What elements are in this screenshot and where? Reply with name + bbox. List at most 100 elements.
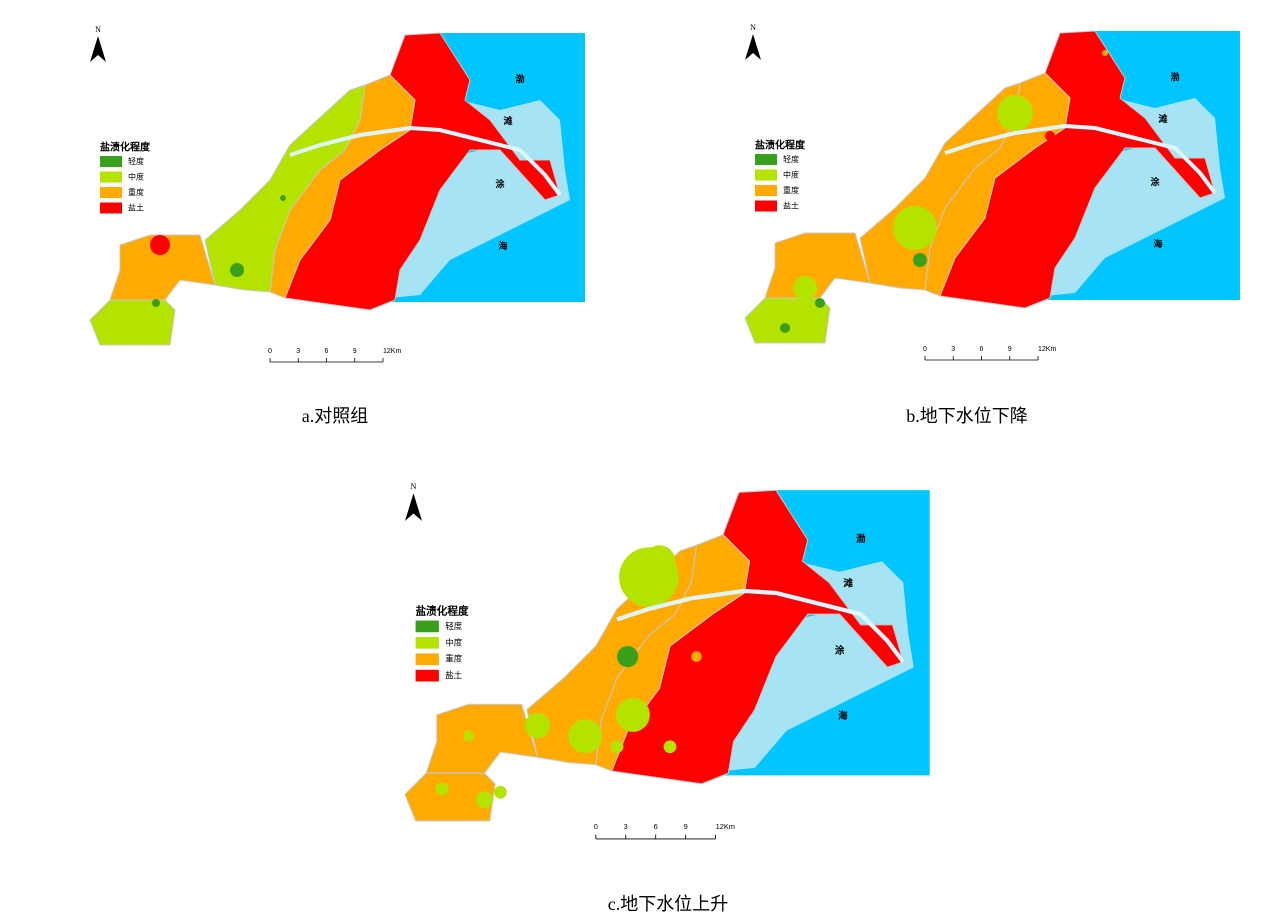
sea-label: 海 [838,710,848,722]
salinity-zone [109,234,216,301]
legend-swatch [415,620,439,633]
salinity-patch [494,785,507,799]
sea-label: 海 [498,240,507,251]
salinity-patch [230,263,244,277]
salinity-patch [1102,50,1108,56]
salinity-patch [280,195,286,201]
legend-title: 盐渍化程度 [755,138,806,151]
legend-swatch [755,154,777,165]
legend-label: 中度 [128,171,144,181]
panel-caption: a.对照组 [302,406,369,426]
river [616,588,905,664]
sea-label: 涂 [1150,176,1160,187]
sea-label: 涂 [835,644,845,656]
legend-swatch [100,202,122,214]
legend-swatch [755,200,777,212]
north-arrow [90,36,106,62]
north-label: N [95,25,101,34]
legend-swatch [755,185,777,196]
salinity-zone [89,299,176,346]
salinity-zone [204,84,366,293]
legend-label: 重度 [783,185,799,195]
legend-label: 重度 [128,187,144,197]
legend-label: 盐土 [128,202,144,212]
salinity-patch [997,95,1033,131]
legend-label: 盐土 [445,670,462,680]
salinity-patch [610,740,624,754]
north-arrow [405,493,422,521]
legend-label: 盐土 [783,200,799,210]
legend-label: 轻度 [128,156,144,166]
river [944,123,1217,195]
legend-title: 盐渍化程度 [416,605,469,618]
legend-swatch [415,669,439,682]
sea-label: 滩 [843,578,853,590]
salinity-patch [463,730,474,742]
scale-label: 9 [684,822,688,831]
scale-label: 3 [951,346,955,353]
sea-label: 滩 [1158,113,1167,124]
salinity-patch [663,740,677,754]
sea-label: 渤 [856,533,866,545]
salinity-patch [435,782,449,796]
legend-label: 中度 [445,637,462,647]
salinity-patch [150,235,170,255]
scale-label: 3 [296,348,300,355]
scale-label: 12Km [1038,346,1056,353]
scale-label: 6 [325,348,329,355]
scale-label: 12Km [716,822,735,831]
scale-label: 0 [923,346,927,353]
salinity-patch [780,323,790,333]
legend-swatch [415,636,439,649]
north-label: N [750,23,756,32]
legend-label: 中度 [783,169,799,179]
legend-title: 盐渍化程度 [100,140,151,153]
legend-swatch [100,156,122,167]
salinity-patch [641,744,667,771]
panel-caption: c.地下水位上升 [608,894,729,914]
scale-label: 9 [353,348,357,355]
legend-swatch [755,169,777,181]
salinity-patch [615,697,650,732]
legend-label: 轻度 [783,154,799,164]
salinity-patch [793,276,817,300]
salinity-patch [691,651,702,662]
salinity-patch [568,719,603,754]
salinity-patch [815,298,825,308]
sea-label: 渤 [515,73,524,84]
north-label: N [410,481,416,491]
scale-label: 6 [654,822,658,831]
legend-swatch [100,171,122,183]
salinity-patch [913,253,927,267]
salinity-patch [1045,131,1055,141]
salinity-patch [617,646,639,668]
salinity-patch [893,206,937,250]
scale-label: 3 [624,822,628,831]
scale-label: 9 [1008,346,1012,353]
salinity-patch [152,299,160,307]
salinity-patch [643,545,676,578]
sea-label: 滩 [503,115,512,126]
panel-caption: b.地下水位下降 [906,406,1028,426]
north-arrow [745,34,761,60]
river [289,125,562,197]
salinity-patch [524,712,551,739]
legend-swatch [415,653,439,666]
scale-label: 6 [980,346,984,353]
legend-label: 轻度 [445,621,462,631]
legend-swatch [100,187,122,198]
scale-label: 0 [594,822,598,831]
sea-label: 海 [1153,238,1162,249]
sea-label: 涂 [495,178,505,189]
salinity-zone [404,772,496,822]
salinity-zone [764,232,871,299]
legend-label: 重度 [445,654,462,664]
salinity-zone [425,703,539,774]
sea-label: 渤 [1170,71,1179,82]
scale-label: 12Km [383,348,401,355]
scale-label: 0 [268,348,272,355]
